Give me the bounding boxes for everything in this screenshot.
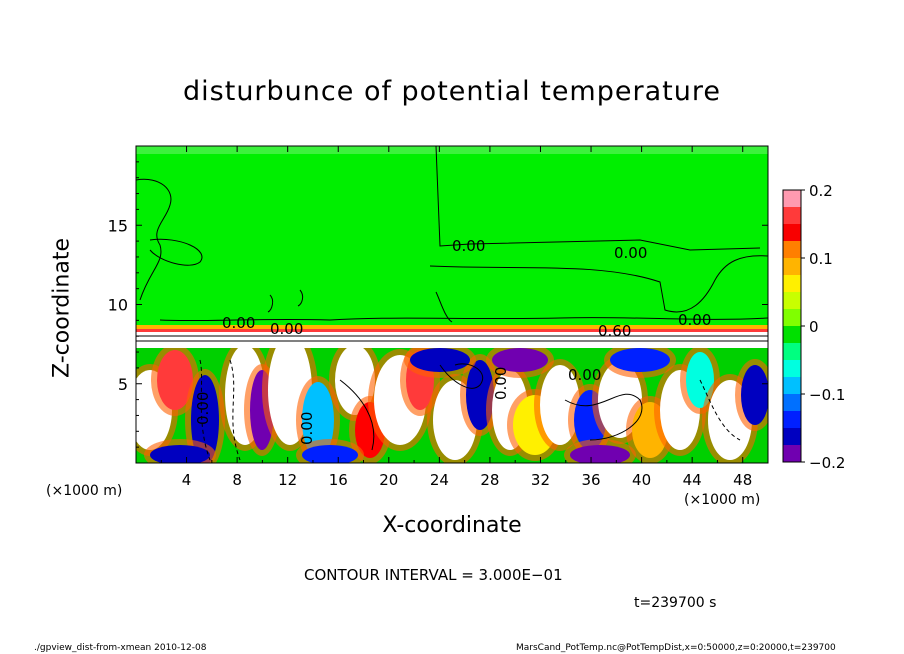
x-tick-label: 28 [480, 471, 499, 489]
upper-green-region [136, 146, 768, 336]
colorbar-segment [783, 258, 801, 276]
x-tick-label: 44 [683, 471, 702, 489]
x-tick-label: 32 [531, 471, 550, 489]
contour-line [339, 379, 375, 451]
y-axis-ticks: 5 10 15 [108, 161, 768, 448]
orange-band [136, 325, 768, 329]
y-tick-label: 15 [108, 216, 128, 235]
field-blob [410, 348, 470, 372]
field-blob [570, 445, 630, 463]
field-blob [150, 445, 210, 463]
colorbar-segment [783, 275, 801, 293]
footer-right: MarsCand_PotTemp.nc@PotTempDist,x=0:5000… [516, 643, 836, 653]
colorbar-segment [783, 207, 801, 225]
colorbar-segment [783, 326, 801, 344]
contour-line [136, 178, 172, 301]
colorbar-segment [783, 292, 801, 310]
x-tick-label: 40 [632, 471, 651, 489]
contour-label: 0.00 [298, 412, 316, 445]
contour-line [564, 393, 643, 441]
field-blob [191, 375, 219, 463]
field-blob [302, 445, 358, 463]
footer-left: ./gpview_dist-from-xmean 2010-12-08 [34, 643, 207, 653]
x-tick-label: 48 [733, 471, 752, 489]
contour-line [435, 146, 761, 251]
colorbar-segment [783, 445, 801, 463]
field-blob [492, 348, 548, 372]
contour-label: 0.00 [194, 392, 212, 425]
x-unit-right: (×1000 m) [684, 492, 761, 508]
colorbar-segment [783, 377, 801, 395]
colorbar-segment [783, 241, 801, 259]
red-band [136, 329, 768, 332]
colorbar-segment [783, 360, 801, 378]
colorbar-tick-label: 0.2 [809, 182, 833, 200]
contour-label: 0.00 [678, 311, 711, 329]
colorbar-segment [783, 428, 801, 446]
y-tick-label: 5 [118, 375, 128, 394]
colorbar-segment [783, 343, 801, 361]
white-band [136, 332, 768, 348]
colorbar-segment [783, 224, 801, 242]
colorbar-tick-label: −0.1 [809, 386, 845, 404]
x-tick-label: 16 [329, 471, 348, 489]
contour-interval: CONTOUR INTERVAL = 3.000E−01 [304, 566, 563, 584]
colorbar-segment [783, 190, 801, 208]
x-tick-label: 8 [232, 471, 242, 489]
convective-layer [136, 348, 768, 463]
contour-label: 0.00 [492, 367, 510, 400]
colorbar-tick-label: 0 [809, 318, 819, 336]
x-tick-label: 12 [278, 471, 297, 489]
contour-label: 0.00 [222, 314, 255, 332]
contour-label: 0.60 [598, 322, 631, 340]
colorbar-segment [783, 411, 801, 429]
x-axis-label: X-coordinate [382, 513, 522, 538]
chart-title: disturbunce of potential temperature [183, 76, 721, 107]
colorbar-tick-label: 0.1 [809, 250, 833, 268]
field-blob [741, 365, 768, 425]
colorbar-segment [783, 394, 801, 412]
colorbar-segment [783, 309, 801, 327]
contour-label-group: 0.00 0.00 0.00 0.00 0.00 0.60 0.00 0.00 … [194, 237, 711, 445]
x-tick-label: 36 [581, 471, 600, 489]
field-blob [302, 382, 334, 458]
colorbar: 0.2 0.1 0 −0.1 −0.2 [782, 182, 845, 472]
x-tick-label: 24 [430, 471, 449, 489]
contour-label: 0.00 [270, 320, 303, 338]
y-tick-label: 10 [108, 296, 128, 315]
contour-line [229, 359, 241, 461]
colorbar-tick-label: −0.2 [809, 454, 845, 472]
x-axis-ticks: 4 8 12 16 20 24 28 32 36 40 44 48 [160, 146, 752, 489]
contour-label: 0.00 [452, 237, 485, 255]
contour-line [699, 379, 741, 441]
contour-line [149, 238, 203, 266]
x-tick-label: 20 [379, 471, 398, 489]
time-label: t=239700 s [634, 595, 717, 611]
contour-lines [136, 146, 768, 461]
contour-line [267, 294, 274, 313]
x-unit-left: (×1000 m) [46, 483, 123, 499]
field-blob [610, 348, 670, 372]
contour-line [429, 255, 768, 313]
x-tick-label: 4 [182, 471, 192, 489]
contour-line [435, 291, 453, 323]
field-blob [157, 350, 193, 410]
contour-line [199, 359, 211, 461]
contour-line [297, 289, 304, 307]
contour-line [439, 363, 483, 389]
contour-line [159, 317, 768, 322]
top-band [136, 146, 768, 154]
heatmap-field [136, 146, 768, 463]
contour-label: 0.00 [568, 366, 601, 384]
contour-label: 0.00 [614, 244, 647, 262]
